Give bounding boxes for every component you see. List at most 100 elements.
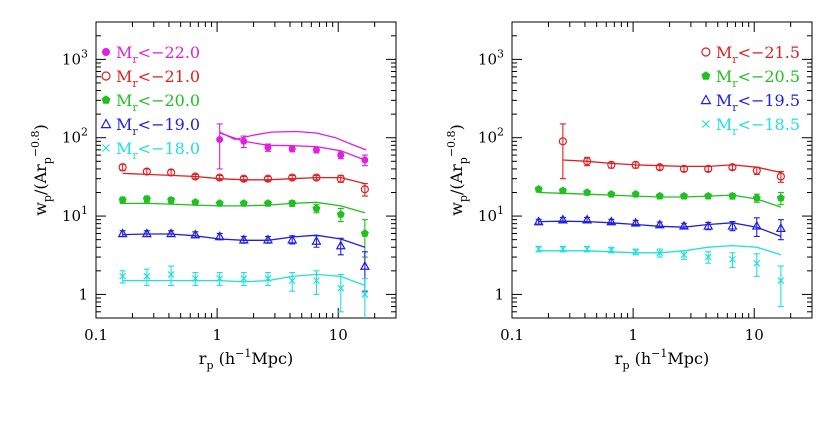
x-tick-label: 0.1 [500, 326, 524, 344]
data-point [312, 204, 321, 212]
plot-frame [95, 21, 397, 319]
legend-marker [701, 120, 710, 128]
data-point [239, 199, 248, 207]
error-bar [289, 174, 296, 181]
data-point [582, 214, 593, 224]
data-point [240, 137, 248, 145]
data-point [776, 172, 785, 181]
error-bar [777, 219, 784, 241]
data-point [264, 274, 272, 282]
error-bar [632, 219, 639, 226]
legend-label: Mr<−18.0 [116, 139, 200, 162]
error-bar [192, 173, 199, 180]
data-point [166, 228, 177, 238]
error-bar [680, 165, 687, 173]
data-point [535, 245, 543, 253]
y-tick-label: 1 [494, 285, 504, 303]
plot-frame [511, 21, 813, 319]
data-point [118, 195, 127, 204]
series-Mr<-21.0 [118, 163, 369, 197]
data-point [655, 191, 664, 200]
data-point [678, 220, 689, 230]
data-point [559, 245, 567, 253]
data-point [336, 210, 345, 218]
error-bar [313, 270, 320, 295]
x-tick-label: 1 [212, 326, 222, 344]
data-point [312, 173, 321, 182]
legend-marker [701, 71, 711, 80]
data-point [119, 272, 127, 280]
legend-label: Mr<−19.0 [116, 115, 200, 138]
y-tick-label: 101 [478, 204, 504, 225]
data-point [216, 274, 224, 282]
legend-label: Mr<−22.0 [116, 43, 200, 66]
data-point [752, 193, 761, 202]
data-point [287, 234, 298, 244]
data-point [728, 191, 737, 200]
data-point [288, 199, 297, 207]
data-point [142, 194, 151, 203]
x-axis-label: rp (h−1Mpc) [615, 347, 709, 372]
error-bar [777, 265, 784, 308]
y-tick-label: 101 [62, 204, 88, 225]
data-point [703, 220, 714, 230]
legend-label: Mr<−19.5 [716, 91, 800, 114]
data-point [191, 172, 200, 181]
series-Mr<-20.5 [534, 184, 785, 208]
data-point [167, 195, 176, 204]
data-point [361, 290, 369, 298]
data-point [654, 219, 665, 229]
data-point [729, 255, 736, 263]
data-point [557, 214, 568, 224]
data-point [288, 145, 296, 153]
model-line [562, 159, 782, 174]
model-line-alt [219, 130, 367, 151]
legend: Mr<−22.0Mr<−21.0Mr<−20.0Mr<−19.0Mr<−18.0 [100, 43, 200, 162]
y-axis-label: wp/(Arp−0.8) [445, 124, 470, 216]
data-point [360, 229, 369, 237]
data-point [704, 164, 713, 174]
data-point [313, 277, 320, 285]
x-tick-label: 10 [329, 326, 348, 344]
data-point [240, 274, 248, 282]
y-tick-label: 1 [78, 285, 88, 303]
data-point [312, 146, 320, 154]
error-bar [337, 273, 344, 313]
data-point [191, 198, 200, 206]
data-point [752, 166, 761, 175]
series-Mr<-19.5 [533, 214, 786, 241]
data-point [607, 246, 615, 254]
legend: Mr<−21.5Mr<−20.5Mr<−19.5Mr<−18.5 [700, 43, 800, 138]
data-point [655, 163, 664, 172]
plot-area [117, 123, 370, 318]
data-point [630, 217, 641, 227]
error-bar [584, 216, 591, 223]
data-point [583, 157, 592, 166]
y-axis-label: wp/(Arp−0.8) [29, 124, 54, 216]
legend-label: Mr<−21.5 [716, 43, 800, 66]
data-point [680, 251, 688, 259]
error-bar [535, 218, 542, 225]
data-point [361, 156, 369, 164]
data-point [632, 248, 640, 256]
error-bar [705, 165, 712, 173]
series-Mr<-19.0 [117, 228, 370, 292]
data-point [262, 234, 273, 244]
data-point [533, 216, 544, 226]
y-tick-label: 102 [62, 126, 88, 147]
legend-marker [102, 144, 110, 152]
error-bar [361, 277, 368, 318]
data-point [727, 220, 738, 230]
error-bar [216, 123, 223, 170]
data-point [753, 259, 761, 267]
data-point [288, 277, 296, 285]
series-Mr<-21.5 [558, 123, 785, 183]
data-point [335, 240, 346, 250]
data-point [216, 135, 224, 143]
x-tick-label: 0.1 [84, 326, 108, 344]
data-point [558, 137, 567, 146]
legend-label: Mr<−21.0 [116, 67, 200, 90]
error-bar [559, 216, 566, 223]
